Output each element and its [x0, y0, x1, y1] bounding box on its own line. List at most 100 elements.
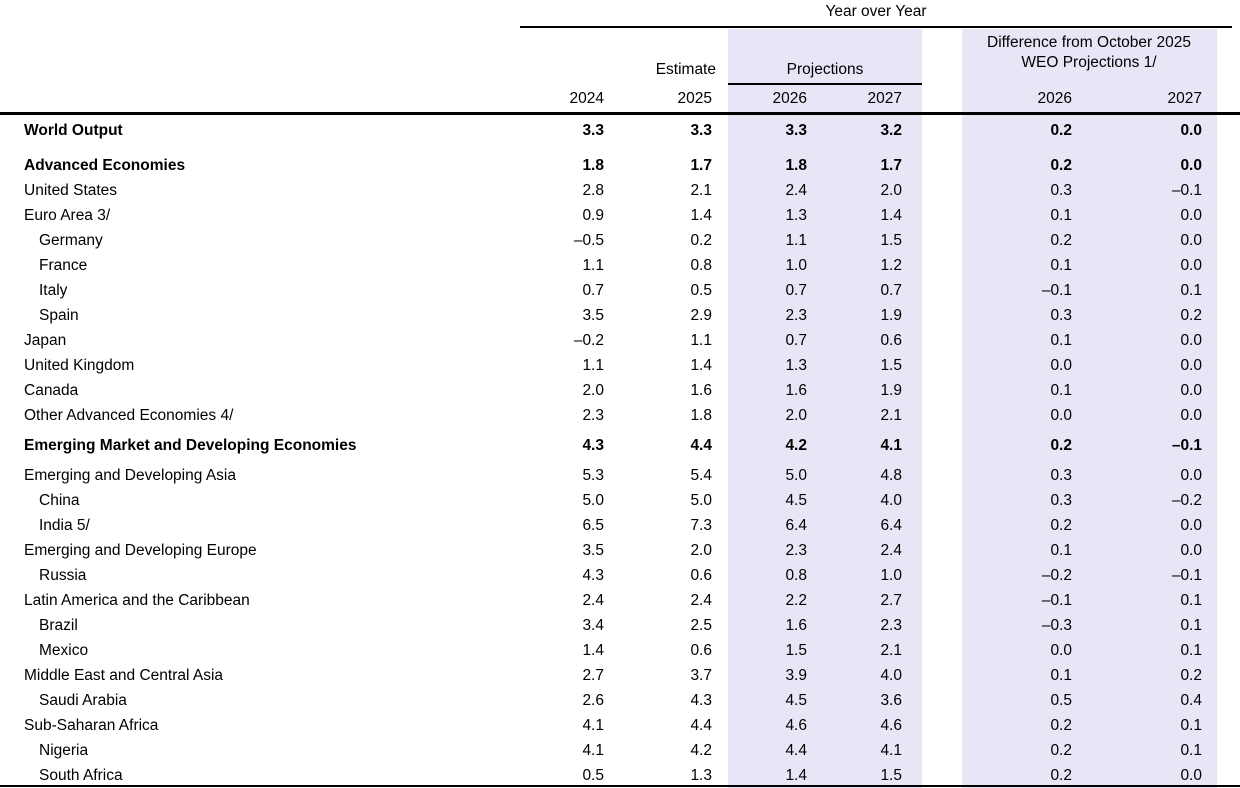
row-label: Spain	[39, 307, 79, 324]
cell-proj-2027: 2.1	[880, 642, 902, 659]
cell-diff-2026: 0.0	[1050, 357, 1072, 374]
cell-proj-2027: 4.8	[880, 467, 902, 484]
cell-diff-2026: 0.5	[1050, 692, 1072, 709]
cell-proj-2027: 2.3	[880, 617, 902, 634]
cell-2024: 3.3	[582, 122, 604, 139]
cell-diff-2026: 0.1	[1050, 667, 1072, 684]
cell-diff-2026: 0.3	[1050, 307, 1072, 324]
cell-proj-2027: 4.0	[880, 667, 902, 684]
table-bottom-rule	[0, 785, 1240, 787]
row-label: Euro Area 3/	[24, 207, 111, 224]
cell-diff-2026: 0.0	[1050, 407, 1072, 424]
cell-2024: 0.9	[582, 207, 604, 224]
table-row: Sub-Saharan Africa 4.1 4.4 4.6 4.6 0.2 0.1	[0, 713, 1240, 738]
cell-proj-2026: 0.8	[785, 567, 807, 584]
cell-2024: 2.3	[582, 407, 604, 424]
row-label: Latin America and the Caribbean	[24, 592, 250, 609]
cell-proj-2026: 4.2	[785, 437, 807, 454]
cell-diff-2027: 0.0	[1180, 382, 1202, 399]
cell-proj-2027: 1.7	[880, 157, 902, 174]
cell-diff-2026: 0.3	[1050, 467, 1072, 484]
cell-2025: 2.1	[690, 182, 712, 199]
cell-proj-2027: 2.4	[880, 542, 902, 559]
table-row: Russia 4.3 0.6 0.8 1.0 –0.2 –0.1	[0, 563, 1240, 588]
cell-proj-2027: 2.1	[880, 407, 902, 424]
table-row: India 5/6.5 7.3 6.4 6.4 0.2 0.0	[0, 513, 1240, 538]
cell-2025: 0.2	[690, 232, 712, 249]
table-row: Emerging and Developing Asia 5.3 5.4 5.0 4.8…	[0, 463, 1240, 488]
row-label: Canada	[24, 382, 79, 399]
cell-diff-2026: 0.1	[1050, 382, 1072, 399]
table-row: Emerging Market and Developing Economies…	[0, 433, 1240, 458]
cell-diff-2026: –0.3	[1041, 617, 1072, 634]
cell-diff-2026: 0.2	[1050, 232, 1072, 249]
cell-proj-2026: 1.5	[785, 642, 807, 659]
cell-proj-2027: 2.0	[880, 182, 902, 199]
cell-2025: 1.8	[690, 407, 712, 424]
cell-diff-2027: –0.1	[1171, 567, 1202, 584]
table-row: France 1.1 0.8 1.0 1.2 0.1 0.0	[0, 253, 1240, 278]
cell-2025: 1.7	[690, 157, 712, 174]
cell-2024: 6.5	[582, 517, 604, 534]
row-label: Mexico	[39, 642, 89, 659]
cell-2025: 0.8	[690, 257, 712, 274]
difference-header-line-2: WEO Projections 1/	[1021, 54, 1157, 71]
row-label: Brazil	[39, 617, 78, 634]
cell-proj-2026: 1.4	[785, 767, 807, 784]
cell-diff-2027: 0.2	[1180, 307, 1202, 324]
cell-proj-2026: 2.3	[785, 307, 807, 324]
cell-proj-2027: 1.2	[880, 257, 902, 274]
cell-proj-2026: 2.4	[785, 182, 807, 199]
cell-2025: 1.1	[690, 332, 712, 349]
row-label: Emerging Market and Developing Economies	[24, 437, 357, 454]
row-label: Italy	[39, 282, 68, 299]
table-row: Germany –0.5 0.2 1.1 1.5 0.2 0.0	[0, 228, 1240, 253]
cell-proj-2027: 0.7	[880, 282, 902, 299]
cell-proj-2027: 4.0	[880, 492, 902, 509]
year-header-diff-2027: 2027	[1167, 90, 1202, 107]
cell-2024: 3.5	[582, 307, 604, 324]
cell-proj-2026: 1.1	[785, 232, 807, 249]
cell-proj-2026: 1.3	[785, 207, 807, 224]
cell-diff-2027: 0.0	[1180, 257, 1202, 274]
table-row: United Kingdom 1.1 1.4 1.3 1.5 0.0 0.0	[0, 353, 1240, 378]
difference-column-header: Difference from October 2025 WEO Project…	[957, 33, 1221, 73]
cell-proj-2027: 6.4	[880, 517, 902, 534]
cell-proj-2026: 0.7	[785, 332, 807, 349]
cell-diff-2026: 0.2	[1050, 742, 1072, 759]
cell-2024: 5.0	[582, 492, 604, 509]
cell-proj-2026: 0.7	[785, 282, 807, 299]
cell-diff-2027: 0.1	[1180, 617, 1202, 634]
projections-highlight-band	[728, 29, 922, 788]
cell-proj-2026: 1.3	[785, 357, 807, 374]
table-row: United States 2.8 2.1 2.4 2.0 0.3 –0.1	[0, 178, 1240, 203]
cell-diff-2027: 0.1	[1180, 717, 1202, 734]
table-row: Canada 2.0 1.6 1.6 1.9 0.1 0.0	[0, 378, 1240, 403]
year-over-year-header: Year over Year	[825, 3, 927, 20]
cell-diff-2027: 0.1	[1180, 742, 1202, 759]
cell-diff-2027: –0.2	[1171, 492, 1202, 509]
table-row: Nigeria 4.1 4.2 4.4 4.1 0.2 0.1	[0, 738, 1240, 763]
cell-proj-2026: 4.4	[785, 742, 807, 759]
cell-proj-2027: 3.2	[880, 122, 902, 139]
cell-2024: 0.7	[582, 282, 604, 299]
cell-diff-2027: 0.1	[1180, 642, 1202, 659]
cell-2024: 0.5	[582, 767, 604, 784]
cell-diff-2027: 0.0	[1180, 407, 1202, 424]
cell-proj-2026: 2.2	[785, 592, 807, 609]
cell-2025: 4.4	[690, 717, 712, 734]
year-over-year-rule	[520, 26, 1232, 28]
row-label: Emerging and Developing Europe	[24, 542, 257, 559]
cell-diff-2027: 0.0	[1180, 122, 1202, 139]
cell-diff-2027: –0.1	[1171, 437, 1202, 454]
cell-diff-2027: 0.0	[1180, 157, 1202, 174]
cell-diff-2026: –0.1	[1041, 282, 1072, 299]
cell-2025: 4.4	[690, 437, 712, 454]
row-label: South Africa	[39, 767, 123, 784]
cell-diff-2027: 0.0	[1180, 357, 1202, 374]
cell-2025: 7.3	[690, 517, 712, 534]
cell-diff-2027: 0.0	[1180, 467, 1202, 484]
table-row: Other Advanced Economies 4/2.3 1.8 2.0 2.1 0…	[0, 403, 1240, 428]
cell-diff-2026: 0.1	[1050, 207, 1072, 224]
table-row: Brazil 3.4 2.5 1.6 2.3 –0.3 0.1	[0, 613, 1240, 638]
